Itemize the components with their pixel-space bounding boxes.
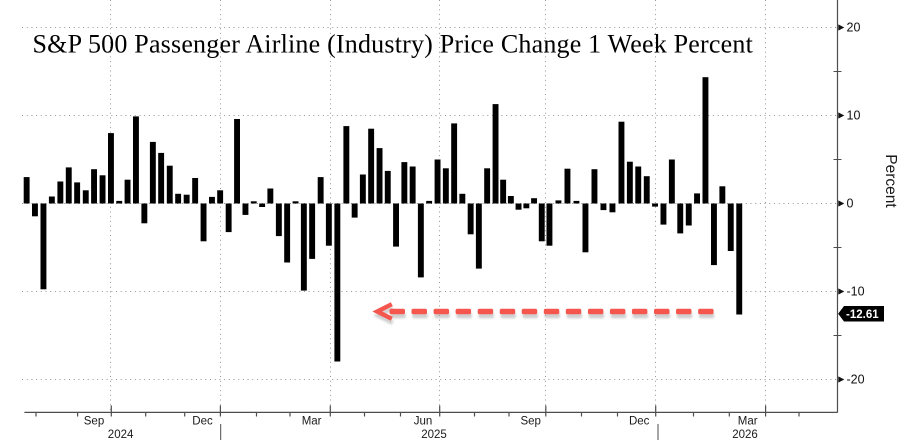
svg-text:Dec: Dec [629, 416, 650, 428]
svg-text:-20: -20 [847, 373, 865, 387]
svg-text:S&P 500 Passenger Airline (Ind: S&P 500 Passenger Airline (Industry) Pri… [33, 30, 754, 59]
svg-text:Percent: Percent [882, 154, 899, 208]
svg-text:-12.61: -12.61 [846, 309, 879, 321]
svg-text:0: 0 [847, 197, 854, 211]
svg-text:Mar: Mar [302, 416, 322, 428]
svg-text:Dec: Dec [192, 416, 213, 428]
svg-text:Sep: Sep [520, 416, 540, 428]
svg-text:Mar: Mar [738, 416, 758, 428]
svg-text:2025: 2025 [421, 429, 447, 440]
svg-text:2026: 2026 [732, 429, 758, 440]
svg-text:2024: 2024 [108, 429, 134, 440]
svg-text:Sep: Sep [84, 416, 104, 428]
svg-text:Jun: Jun [414, 416, 433, 428]
svg-text:10: 10 [847, 109, 861, 123]
svg-text:20: 20 [847, 21, 861, 35]
svg-text:-10: -10 [847, 285, 865, 299]
